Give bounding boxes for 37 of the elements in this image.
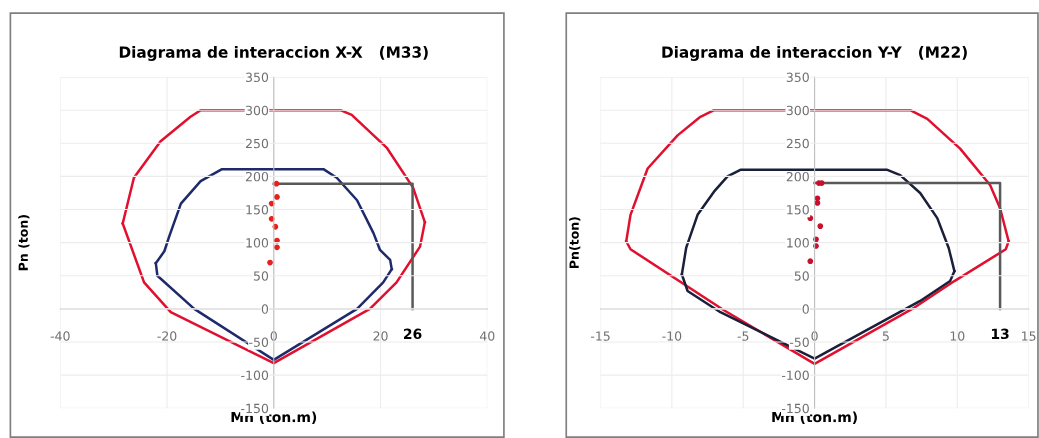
annotation: 26 [404,328,422,340]
y-tick-label: 250 [786,138,809,149]
y-tick-label: 350 [246,72,269,83]
y-tick-label: 200 [245,171,269,182]
y-tick-label: 250 [245,138,269,149]
x-tick-label: 40 [479,331,495,341]
y-axis-title: Pn(ton) [569,217,581,268]
x-tick-label: 0 [270,331,277,341]
y-tick-label: 0 [802,304,809,314]
x-tick-label: 5 [882,331,889,341]
y-tick-label: 300 [246,105,269,116]
chart-title: Diagrama de interaccion Y-Y (M22) [662,46,967,61]
x-tick-label: -10 [662,331,682,341]
y-tick-label: 50 [253,271,269,281]
y-tick-label: 150 [246,205,269,215]
y-axis-title: Pn (ton) [18,215,30,271]
y-tick-label: 200 [786,171,809,182]
y-tick-label: 50 [794,271,809,281]
y-tick-label: 100 [787,238,809,248]
annotation: 13 [991,328,1009,340]
y-tick-label: 300 [786,105,809,116]
y-tick-label: 350 [786,72,809,83]
y-tick-label: -50 [789,337,809,347]
y-tick-label: -100 [781,370,809,381]
y-tick-label: -100 [241,370,269,381]
x-tick-label: 10 [950,331,965,341]
y-tick-label: 100 [246,238,269,248]
x-tick-label: 15 [1022,331,1036,341]
chart-title: Diagrama de interaccion X-X (M33) [119,46,428,61]
y-tick-label: 150 [787,205,809,215]
x-tick-label: -5 [737,331,749,341]
y-tick-label: 0 [261,304,269,314]
x-tick-label: 20 [373,331,388,341]
x-tick-label: -20 [157,331,177,341]
x-tick-label: -15 [590,331,610,341]
x-tick-label: -40 [50,331,70,341]
y-tick-label: -50 [249,337,269,347]
